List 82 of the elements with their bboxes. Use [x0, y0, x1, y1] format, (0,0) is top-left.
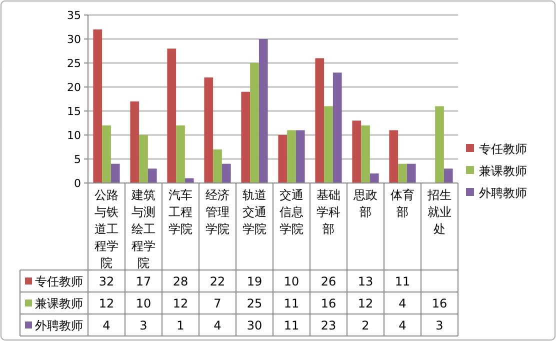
bar — [241, 92, 250, 183]
data-label: 4 — [398, 318, 406, 332]
y-tick-label: 10 — [67, 129, 81, 142]
bar — [148, 168, 157, 183]
bar — [352, 120, 362, 183]
data-label: 26 — [320, 274, 336, 288]
data-label: 12 — [358, 296, 374, 310]
legend-label: 专任教师 — [479, 142, 527, 156]
x-tick-label: 公路与铁道工程学院 — [94, 188, 118, 270]
y-tick-label: 0 — [74, 177, 81, 190]
bar — [389, 130, 398, 183]
x-tick-label: 经济管理学院 — [206, 188, 230, 236]
x-tick-label: 体育部 — [390, 188, 414, 219]
y-tick-label: 35 — [67, 9, 81, 22]
bar — [278, 135, 288, 183]
bar — [250, 63, 259, 183]
bar — [406, 164, 416, 183]
data-label: 28 — [172, 274, 188, 288]
text: 外聘教师 — [35, 318, 83, 332]
data-label: 7 — [214, 296, 222, 310]
y-tick-label: 30 — [67, 33, 81, 46]
x-tick-label: 建筑与测绘工程学院 — [130, 188, 156, 270]
bar — [398, 164, 407, 183]
data-label: 30 — [246, 318, 262, 332]
bar — [435, 106, 444, 183]
bar — [139, 135, 148, 183]
data-label: 22 — [210, 274, 226, 288]
bar — [167, 48, 176, 183]
bar — [324, 106, 333, 183]
y-tick-label: 15 — [67, 105, 81, 118]
data-label: 10 — [136, 296, 152, 310]
y-tick-label: 20 — [67, 81, 81, 94]
data-label: 12 — [98, 296, 114, 310]
data-label: 4 — [102, 318, 110, 332]
text: 兼课教师 — [35, 296, 83, 310]
bar — [176, 125, 185, 183]
data-label: 4 — [214, 318, 222, 332]
x-tick-label: 轨道交通学院 — [242, 188, 266, 236]
data-label: 32 — [98, 274, 114, 288]
bar — [110, 164, 120, 183]
bar — [102, 125, 111, 183]
data-label: 23 — [320, 318, 336, 332]
bar — [444, 168, 453, 183]
bar — [130, 101, 140, 183]
data-label: 1 — [176, 318, 184, 332]
legend-label: 兼课教师 — [479, 164, 527, 178]
bar — [332, 72, 342, 183]
data-label: 19 — [246, 274, 262, 288]
x-tick-label: 思政部 — [352, 188, 378, 219]
bar — [204, 77, 214, 183]
bar — [296, 130, 305, 183]
bar — [361, 125, 370, 183]
bar — [315, 58, 324, 183]
y-tick-label: 25 — [67, 57, 81, 70]
data-label: 3 — [436, 318, 444, 332]
data-label: 16 — [432, 296, 448, 310]
bar — [287, 130, 296, 183]
x-tick-label: 基础学科部 — [316, 188, 340, 236]
x-tick-label: 汽车工程学院 — [168, 188, 192, 236]
x-tick-label: 交通信息学院 — [280, 188, 304, 236]
text: 专任教师 — [35, 274, 83, 288]
data-label: 4 — [398, 296, 406, 310]
data-label: 25 — [246, 296, 262, 310]
bar — [370, 173, 379, 183]
data-label: 11 — [284, 296, 300, 310]
bar — [213, 149, 222, 183]
data-label: 11 — [284, 318, 300, 332]
data-label: 12 — [172, 296, 188, 310]
data-label: 3 — [140, 318, 148, 332]
data-label: 11 — [394, 274, 410, 288]
y-tick-label: 5 — [74, 153, 81, 166]
bar — [93, 29, 102, 183]
data-label: 16 — [320, 296, 336, 310]
data-label: 13 — [358, 274, 374, 288]
data-label: 17 — [136, 274, 152, 288]
data-label: 10 — [284, 274, 300, 288]
bar — [222, 164, 231, 183]
legend-label: 外聘教师 — [479, 186, 527, 200]
x-tick-label: 招生就业处 — [426, 188, 452, 236]
bar — [184, 178, 194, 183]
data-label: 2 — [362, 318, 370, 332]
bar — [258, 39, 268, 183]
